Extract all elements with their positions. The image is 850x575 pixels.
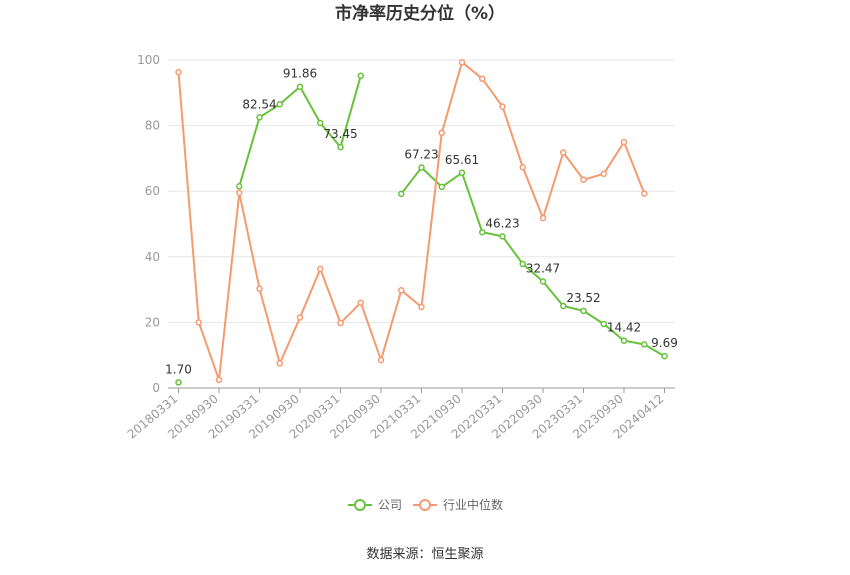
series-point — [195, 319, 202, 326]
series-point — [337, 319, 344, 327]
series-point — [600, 320, 607, 328]
legend-label-industry: 行业中位数 — [443, 497, 503, 512]
series-point — [256, 285, 263, 292]
series-point — [398, 190, 405, 198]
series-point — [580, 307, 587, 315]
data-label: 82.54 — [242, 97, 276, 111]
legend-item-company[interactable]: 公司 — [348, 498, 402, 512]
series-point — [539, 278, 547, 285]
data-label: 46.23 — [485, 216, 519, 230]
series-point — [256, 114, 263, 121]
series-point — [236, 189, 243, 197]
legend-marker-industry — [419, 499, 431, 511]
data-labels: 1.70 82.54 91.86 73.45 67.23 65.61 46.23 32.47 2… — [165, 67, 678, 377]
series-point — [499, 103, 506, 110]
series-point — [438, 129, 445, 137]
data-label: 14.42 — [607, 321, 641, 335]
series-point — [357, 299, 364, 306]
series-line-1 — [177, 61, 646, 381]
y-axis: 0 20 40 60 80 100 — [137, 53, 160, 395]
y-tick-label: 60 — [145, 184, 160, 198]
series-point — [418, 303, 425, 311]
series-point — [357, 72, 364, 79]
data-label: 91.86 — [283, 67, 317, 81]
y-tick-label: 40 — [145, 250, 160, 264]
series-point — [560, 149, 567, 156]
series-point — [296, 83, 304, 90]
series-point — [418, 164, 425, 171]
series-point — [479, 228, 486, 236]
x-axis: 2018033120180930201903312019093020200331… — [125, 387, 675, 442]
data-label: 9.69 — [651, 336, 678, 350]
series-point — [479, 75, 486, 82]
series-point — [539, 214, 547, 222]
series-point — [398, 287, 405, 294]
series-point — [458, 59, 466, 66]
series-point — [620, 138, 628, 146]
series-point — [661, 352, 668, 360]
data-label: 23.52 — [566, 291, 600, 305]
series-point — [600, 170, 607, 178]
source-note: 数据来源：恒生聚源 — [366, 547, 483, 562]
legend-marker-company — [354, 499, 366, 511]
series-point — [458, 169, 466, 177]
series-layer — [175, 59, 668, 386]
series-point — [215, 376, 223, 384]
y-tick-label: 100 — [137, 53, 160, 67]
legend: 公司 行业中位数 — [348, 497, 503, 512]
data-label: 1.70 — [165, 362, 192, 376]
data-label: 32.47 — [526, 261, 560, 275]
series-point — [337, 143, 344, 151]
series-point — [499, 233, 506, 240]
y-tick-label: 20 — [145, 315, 160, 329]
series-point — [620, 337, 628, 344]
series-point — [175, 379, 182, 386]
chart-title: 市净率历史分位（%） — [335, 3, 505, 24]
data-label: 73.45 — [323, 127, 357, 141]
series-point — [438, 183, 445, 191]
series-point — [317, 119, 324, 127]
y-tick-label: 0 — [152, 381, 160, 395]
y-tick-label: 80 — [145, 119, 160, 133]
series-point — [580, 176, 587, 183]
series-point — [276, 360, 283, 367]
series-point — [276, 101, 283, 108]
legend-label-company: 公司 — [378, 498, 402, 512]
series-point — [560, 302, 567, 310]
series-point — [641, 341, 648, 348]
legend-item-industry-median[interactable]: 行业中位数 — [413, 497, 503, 512]
series-point — [175, 68, 182, 76]
series-point — [641, 190, 648, 197]
series-point — [236, 183, 243, 190]
series-point — [519, 260, 526, 268]
series-point — [519, 164, 526, 171]
series-line-0 — [400, 166, 666, 358]
series-point — [296, 314, 304, 321]
series-point — [317, 265, 324, 273]
data-label: 67.23 — [404, 147, 438, 161]
data-label: 65.61 — [445, 153, 479, 167]
series-point — [377, 356, 385, 364]
